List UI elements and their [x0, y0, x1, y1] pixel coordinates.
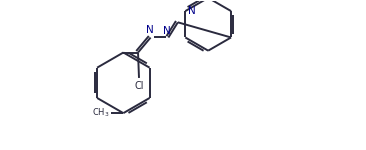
Text: N: N [188, 6, 195, 16]
Text: CH$_3$: CH$_3$ [92, 107, 110, 119]
Text: N: N [163, 26, 171, 36]
Text: N: N [146, 25, 153, 35]
Text: Cl: Cl [134, 81, 144, 91]
